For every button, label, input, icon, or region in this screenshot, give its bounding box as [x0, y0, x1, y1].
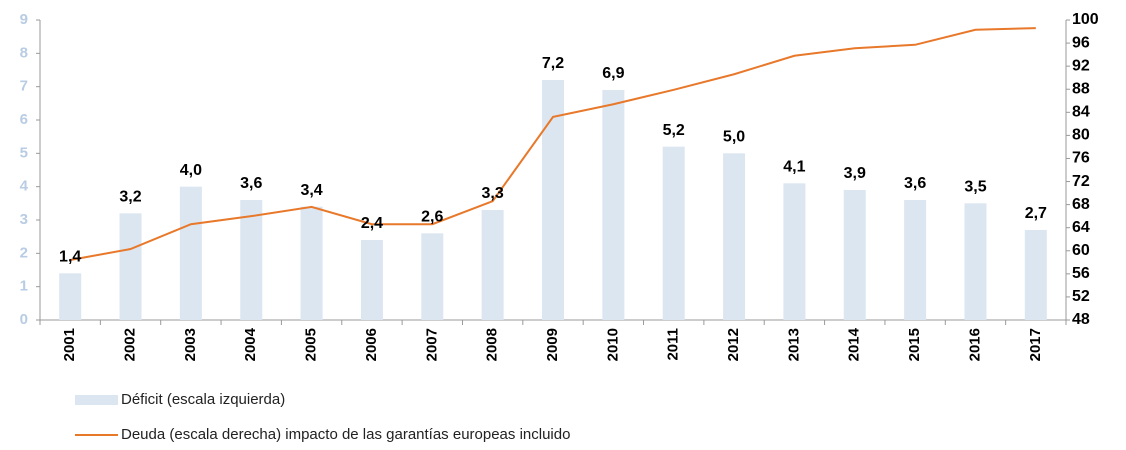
- y2-tick-label: 68: [1072, 196, 1090, 213]
- x-tick-label: 2001: [61, 328, 78, 361]
- y2-tick-label: 84: [1072, 104, 1090, 121]
- bar: [119, 213, 142, 320]
- x-tick-label: 2007: [423, 328, 440, 361]
- x-tick-label: 2003: [182, 328, 199, 361]
- y2-tick-label: 48: [1072, 311, 1090, 328]
- bar: [300, 206, 323, 320]
- y2-tick-label: 92: [1072, 57, 1090, 74]
- value-label: 3,5: [964, 179, 986, 196]
- x-tick-label: 2017: [1027, 328, 1044, 361]
- value-label: 2,6: [421, 209, 443, 226]
- value-label: 3,6: [904, 175, 926, 192]
- legend-label: Déficit (escala izquierda): [121, 391, 285, 408]
- x-tick-label: 2004: [242, 327, 259, 361]
- bar: [1024, 230, 1047, 320]
- y2-tick-label: 76: [1072, 150, 1090, 167]
- y2-tick-label: 72: [1072, 173, 1090, 190]
- y2-tick-label: 64: [1072, 219, 1090, 236]
- y-tick-label: 1: [20, 278, 28, 295]
- value-label: 4,1: [783, 159, 805, 176]
- legend-label: Deuda (escala derecha) impacto de las ga…: [121, 426, 570, 443]
- x-tick-label: 2013: [785, 328, 802, 361]
- bar: [542, 80, 564, 320]
- bar: [723, 153, 746, 320]
- value-label: 4,0: [180, 162, 202, 179]
- y2-tick-label: 60: [1072, 242, 1090, 259]
- y-tick-label: 8: [20, 44, 28, 61]
- y2-tick-label: 100: [1072, 11, 1099, 28]
- value-label: 5,2: [663, 122, 685, 139]
- y2-tick-label: 56: [1072, 265, 1090, 282]
- value-label: 5,0: [723, 129, 745, 146]
- legend-swatch: [75, 395, 118, 405]
- bar: [240, 200, 263, 320]
- bar: [481, 210, 504, 320]
- bar: [179, 186, 202, 320]
- bar: [904, 200, 927, 320]
- value-label: 3,2: [119, 189, 141, 206]
- y2-tick-label: 80: [1072, 127, 1090, 144]
- x-tick-label: 2012: [725, 328, 742, 361]
- bar: [421, 233, 444, 320]
- bar: [59, 273, 82, 320]
- y-tick-label: 4: [20, 178, 29, 195]
- value-label: 2,4: [361, 215, 383, 232]
- x-tick-label: 2005: [303, 328, 320, 361]
- bar: [783, 183, 806, 320]
- line: [69, 27, 1036, 261]
- value-label: 6,9: [602, 65, 624, 82]
- bar: [843, 190, 866, 320]
- x-tick-label: 2008: [484, 328, 501, 361]
- value-label: 7,2: [542, 55, 564, 72]
- value-label: 3,4: [300, 182, 322, 199]
- value-label: 3,3: [482, 185, 504, 202]
- x-tick-label: 2002: [121, 328, 138, 361]
- value-label: 3,9: [844, 165, 866, 182]
- y-tick-label: 5: [20, 144, 28, 161]
- y-tick-label: 3: [20, 211, 28, 228]
- x-tick-label: 2014: [846, 327, 863, 361]
- y2-tick-label: 52: [1072, 288, 1090, 305]
- y-tick-label: 7: [20, 78, 28, 95]
- bar: [964, 203, 987, 320]
- value-label: 2,7: [1025, 205, 1047, 222]
- bar: [602, 90, 625, 320]
- y2-tick-label: 88: [1072, 80, 1090, 97]
- x-tick-label: 2006: [363, 328, 380, 361]
- value-label: 1,4: [59, 249, 81, 266]
- x-tick-label: 2011: [665, 328, 682, 361]
- y-tick-label: 0: [20, 311, 28, 328]
- y-tick-label: 9: [20, 11, 28, 28]
- y2-tick-label: 96: [1072, 34, 1090, 51]
- x-tick-label: 2016: [966, 328, 983, 361]
- x-tick-label: 2009: [544, 328, 561, 361]
- value-label: 3,6: [240, 175, 262, 192]
- bar: [662, 146, 685, 320]
- x-tick-label: 2015: [906, 328, 923, 361]
- bar: [360, 240, 383, 320]
- x-tick-label: 2010: [604, 328, 621, 361]
- y-tick-label: 6: [20, 111, 28, 128]
- y-tick-label: 2: [20, 244, 28, 261]
